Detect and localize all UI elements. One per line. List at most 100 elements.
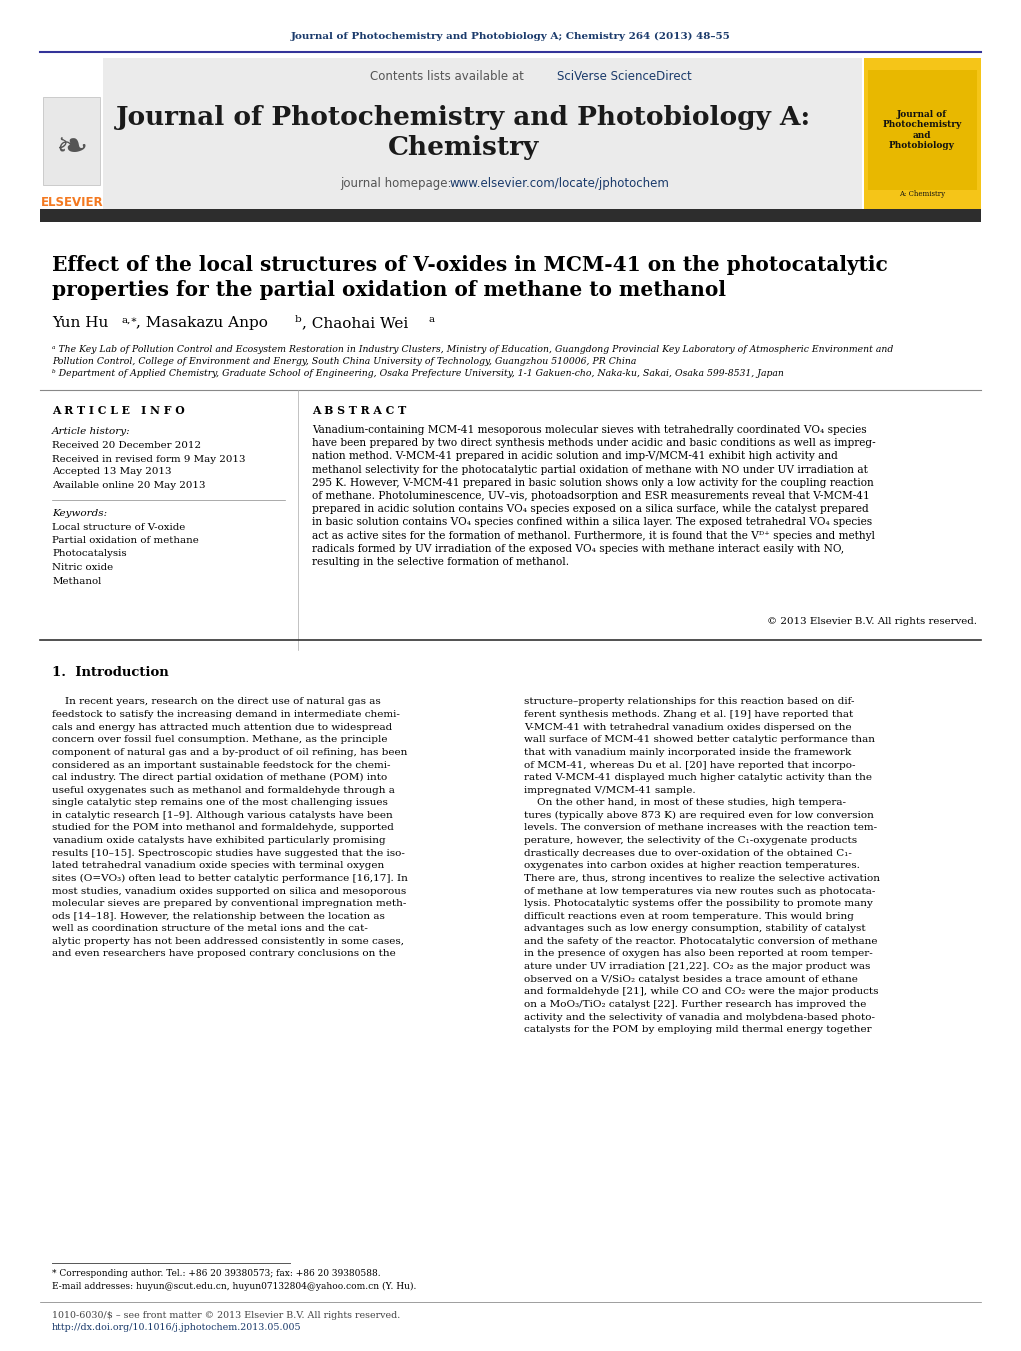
Text: Photocatalysis: Photocatalysis — [52, 550, 127, 558]
Text: A R T I C L E   I N F O: A R T I C L E I N F O — [52, 404, 185, 416]
Text: A B S T R A C T: A B S T R A C T — [312, 404, 406, 416]
Text: and the safety of the reactor. Photocatalytic conversion of methane: and the safety of the reactor. Photocata… — [524, 936, 877, 946]
Text: structure–property relationships for this reaction based on dif-: structure–property relationships for thi… — [524, 697, 855, 707]
Text: in the presence of oxygen has also been reported at room temper-: in the presence of oxygen has also been … — [524, 950, 873, 958]
Text: that with vanadium mainly incorporated inside the framework: that with vanadium mainly incorporated i… — [524, 748, 852, 757]
Text: have been prepared by two direct synthesis methods under acidic and basic condit: have been prepared by two direct synthes… — [312, 438, 876, 449]
Text: Received 20 December 2012: Received 20 December 2012 — [52, 442, 201, 450]
Text: of MCM-41, whereas Du et al. [20] have reported that incorpo-: of MCM-41, whereas Du et al. [20] have r… — [524, 761, 856, 770]
Text: Keywords:: Keywords: — [52, 508, 107, 517]
Text: considered as an important sustainable feedstock for the chemi-: considered as an important sustainable f… — [52, 761, 390, 770]
Text: © 2013 Elsevier B.V. All rights reserved.: © 2013 Elsevier B.V. All rights reserved… — [767, 617, 977, 627]
Text: On the other hand, in most of these studies, high tempera-: On the other hand, in most of these stud… — [524, 798, 846, 808]
Text: impregnated V/MCM-41 sample.: impregnated V/MCM-41 sample. — [524, 786, 695, 794]
Text: properties for the partial oxidation of methane to methanol: properties for the partial oxidation of … — [52, 280, 726, 300]
Text: of methane. Photoluminescence, UV–vis, photoadsorption and ESR measurements reve: of methane. Photoluminescence, UV–vis, p… — [312, 490, 870, 501]
Text: cals and energy has attracted much attention due to widespread: cals and energy has attracted much atten… — [52, 723, 392, 732]
Text: journal homepage:: journal homepage: — [340, 177, 455, 189]
Text: nation method. V-MCM-41 prepared in acidic solution and imp-V/MCM-41 exhibit hig: nation method. V-MCM-41 prepared in acid… — [312, 451, 838, 462]
Text: lysis. Photocatalytic systems offer the possibility to promote many: lysis. Photocatalytic systems offer the … — [524, 900, 873, 908]
Text: in basic solution contains VO₄ species confined within a silica layer. The expos: in basic solution contains VO₄ species c… — [312, 517, 872, 527]
FancyBboxPatch shape — [864, 58, 981, 209]
Text: Effect of the local structures of V-oxides in MCM-41 on the photocatalytic: Effect of the local structures of V-oxid… — [52, 255, 887, 276]
Text: , Chaohai Wei: , Chaohai Wei — [302, 316, 408, 330]
Text: results [10–15]. Spectroscopic studies have suggested that the iso-: results [10–15]. Spectroscopic studies h… — [52, 848, 405, 858]
Text: 1.  Introduction: 1. Introduction — [52, 666, 168, 678]
Text: In recent years, research on the direct use of natural gas as: In recent years, research on the direct … — [52, 697, 381, 707]
Text: oxygenates into carbon oxides at higher reaction temperatures.: oxygenates into carbon oxides at higher … — [524, 862, 860, 870]
Text: http://dx.doi.org/10.1016/j.jphotochem.2013.05.005: http://dx.doi.org/10.1016/j.jphotochem.2… — [52, 1324, 301, 1332]
Text: Nitric oxide: Nitric oxide — [52, 563, 113, 571]
Text: ELSEVIER: ELSEVIER — [41, 196, 103, 209]
Text: activity and the selectivity of vanadia and molybdena-based photo-: activity and the selectivity of vanadia … — [524, 1012, 875, 1021]
Text: sites (O=VO₃) often lead to better catalytic performance [16,17]. In: sites (O=VO₃) often lead to better catal… — [52, 874, 407, 884]
Text: observed on a V/SiO₂ catalyst besides a trace amount of ethane: observed on a V/SiO₂ catalyst besides a … — [524, 974, 858, 984]
Text: levels. The conversion of methane increases with the reaction tem-: levels. The conversion of methane increa… — [524, 824, 877, 832]
Text: lated tetrahedral vanadium oxide species with terminal oxygen: lated tetrahedral vanadium oxide species… — [52, 862, 384, 870]
Text: resulting in the selective formation of methanol.: resulting in the selective formation of … — [312, 557, 569, 567]
Text: and formaldehyde [21], while CO and CO₂ were the major products: and formaldehyde [21], while CO and CO₂ … — [524, 988, 878, 996]
Text: ferent synthesis methods. Zhang et al. [19] have reported that: ferent synthesis methods. Zhang et al. [… — [524, 711, 854, 719]
Text: Local structure of V-oxide: Local structure of V-oxide — [52, 523, 185, 531]
Text: Chemistry: Chemistry — [387, 135, 539, 161]
Text: Journal of Photochemistry and Photobiology A:: Journal of Photochemistry and Photobiolo… — [115, 105, 811, 131]
FancyBboxPatch shape — [43, 97, 100, 185]
Text: useful oxygenates such as methanol and formaldehyde through a: useful oxygenates such as methanol and f… — [52, 786, 395, 794]
Text: ature under UV irradiation [21,22]. CO₂ as the major product was: ature under UV irradiation [21,22]. CO₂ … — [524, 962, 870, 971]
Text: vanadium oxide catalysts have exhibited particularly promising: vanadium oxide catalysts have exhibited … — [52, 836, 386, 846]
Text: Yun Hu: Yun Hu — [52, 316, 108, 330]
Text: of methane at low temperatures via new routes such as photocata-: of methane at low temperatures via new r… — [524, 886, 875, 896]
Text: drastically decreases due to over-oxidation of the obtained C₁-: drastically decreases due to over-oxidat… — [524, 848, 852, 858]
Text: concern over fossil fuel consumption. Methane, as the principle: concern over fossil fuel consumption. Me… — [52, 735, 388, 744]
Text: on a MoO₃/TiO₂ catalyst [22]. Further research has improved the: on a MoO₃/TiO₂ catalyst [22]. Further re… — [524, 1000, 867, 1009]
Text: catalysts for the POM by employing mild thermal energy together: catalysts for the POM by employing mild … — [524, 1025, 872, 1034]
Text: wall surface of MCM-41 showed better catalytic performance than: wall surface of MCM-41 showed better cat… — [524, 735, 875, 744]
Text: molecular sieves are prepared by conventional impregnation meth-: molecular sieves are prepared by convent… — [52, 900, 406, 908]
Text: ods [14–18]. However, the relationship between the location as: ods [14–18]. However, the relationship b… — [52, 912, 385, 920]
Text: Available online 20 May 2013: Available online 20 May 2013 — [52, 481, 205, 489]
Text: Contents lists available at: Contents lists available at — [370, 69, 528, 82]
Text: cal industry. The direct partial oxidation of methane (POM) into: cal industry. The direct partial oxidati… — [52, 773, 387, 782]
Text: Vanadium-containing MCM-41 mesoporous molecular sieves with tetrahedrally coordi: Vanadium-containing MCM-41 mesoporous mo… — [312, 426, 867, 435]
Text: 295 K. However, V-MCM-41 prepared in basic solution shows only a low activity fo: 295 K. However, V-MCM-41 prepared in bas… — [312, 478, 874, 488]
Text: well as coordination structure of the metal ions and the cat-: well as coordination structure of the me… — [52, 924, 368, 934]
Text: E-mail addresses: huyun@scut.edu.cn, huyun07132804@yahoo.com.cn (Y. Hu).: E-mail addresses: huyun@scut.edu.cn, huy… — [52, 1282, 417, 1290]
Text: a,∗: a,∗ — [121, 316, 138, 324]
Text: b: b — [295, 316, 302, 324]
FancyBboxPatch shape — [868, 70, 977, 190]
Text: 1010-6030/$ – see front matter © 2013 Elsevier B.V. All rights reserved.: 1010-6030/$ – see front matter © 2013 El… — [52, 1310, 400, 1320]
Text: Article history:: Article history: — [52, 427, 131, 436]
Text: in catalytic research [1–9]. Although various catalysts have been: in catalytic research [1–9]. Although va… — [52, 811, 393, 820]
Text: difficult reactions even at room temperature. This would bring: difficult reactions even at room tempera… — [524, 912, 854, 920]
Text: prepared in acidic solution contains VO₄ species exposed on a silica surface, wh: prepared in acidic solution contains VO₄… — [312, 504, 869, 515]
Text: single catalytic step remains one of the most challenging issues: single catalytic step remains one of the… — [52, 798, 388, 808]
Text: ᵇ Department of Applied Chemistry, Graduate School of Engineering, Osaka Prefect: ᵇ Department of Applied Chemistry, Gradu… — [52, 370, 784, 378]
Text: and even researchers have proposed contrary conclusions on the: and even researchers have proposed contr… — [52, 950, 396, 958]
Text: most studies, vanadium oxides supported on silica and mesoporous: most studies, vanadium oxides supported … — [52, 886, 406, 896]
Text: Received in revised form 9 May 2013: Received in revised form 9 May 2013 — [52, 454, 245, 463]
Text: tures (typically above 873 K) are required even for low conversion: tures (typically above 873 K) are requir… — [524, 811, 874, 820]
Text: methanol selectivity for the photocatalytic partial oxidation of methane with NO: methanol selectivity for the photocataly… — [312, 465, 868, 474]
Text: www.elsevier.com/locate/jphotochem: www.elsevier.com/locate/jphotochem — [449, 177, 669, 189]
FancyBboxPatch shape — [40, 209, 981, 222]
Text: radicals formed by UV irradiation of the exposed VO₄ species with methane intera: radicals formed by UV irradiation of the… — [312, 544, 844, 554]
Text: Journal of
Photochemistry
and
Photobiology: Journal of Photochemistry and Photobiolo… — [882, 109, 962, 150]
Text: act as active sites for the formation of methanol. Furthermore, it is found that: act as active sites for the formation of… — [312, 531, 875, 540]
Text: Pollution Control, College of Environment and Energy, South China University of : Pollution Control, College of Environmen… — [52, 358, 636, 366]
Text: a: a — [428, 316, 434, 324]
Text: feedstock to satisfy the increasing demand in intermediate chemi-: feedstock to satisfy the increasing dema… — [52, 711, 400, 719]
Text: alytic property has not been addressed consistently in some cases,: alytic property has not been addressed c… — [52, 936, 404, 946]
Text: Methanol: Methanol — [52, 577, 101, 585]
Text: , Masakazu Anpo: , Masakazu Anpo — [136, 316, 268, 330]
Text: rated V-MCM-41 displayed much higher catalytic activity than the: rated V-MCM-41 displayed much higher cat… — [524, 773, 872, 782]
Text: component of natural gas and a by-product of oil refining, has been: component of natural gas and a by-produc… — [52, 748, 407, 757]
FancyBboxPatch shape — [40, 58, 103, 209]
Text: A: Chemistry: A: Chemistry — [898, 190, 945, 199]
Text: Accepted 13 May 2013: Accepted 13 May 2013 — [52, 467, 172, 477]
Text: Journal of Photochemistry and Photobiology A; Chemistry 264 (2013) 48–55: Journal of Photochemistry and Photobiolo… — [291, 31, 731, 41]
Text: * Corresponding author. Tel.: +86 20 39380573; fax: +86 20 39380588.: * Corresponding author. Tel.: +86 20 393… — [52, 1270, 381, 1278]
Text: There are, thus, strong incentives to realize the selective activation: There are, thus, strong incentives to re… — [524, 874, 880, 884]
FancyBboxPatch shape — [65, 58, 862, 209]
Text: ❧: ❧ — [56, 128, 88, 168]
Text: perature, however, the selectivity of the C₁-oxygenate products: perature, however, the selectivity of th… — [524, 836, 857, 846]
